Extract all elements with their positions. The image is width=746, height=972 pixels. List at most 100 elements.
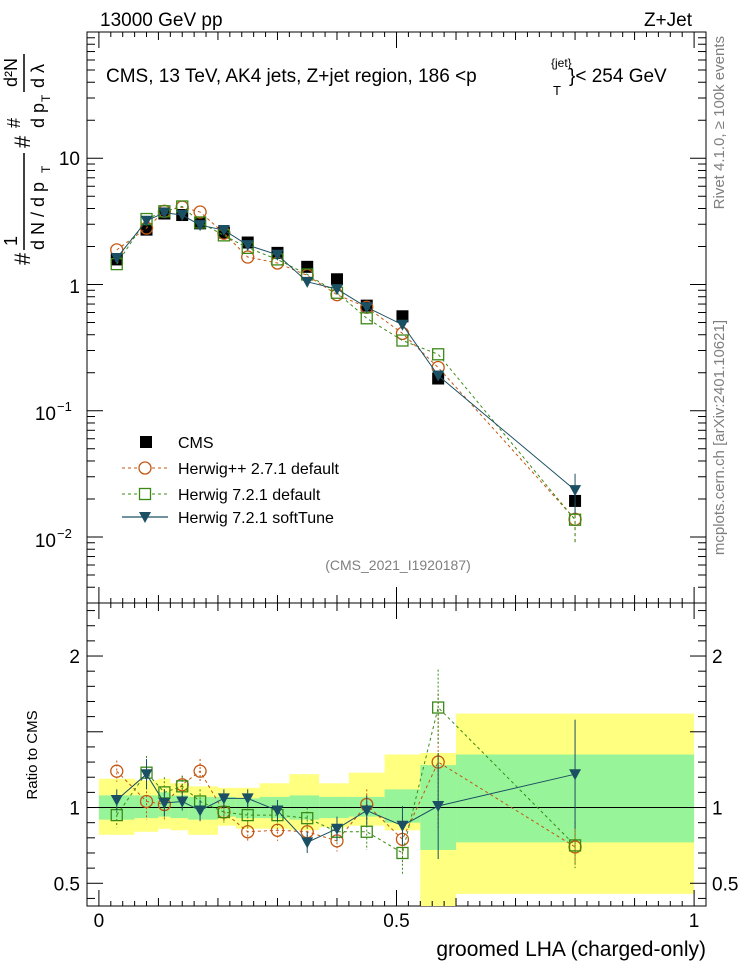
main-series-line	[116, 206, 576, 520]
ratio-point	[176, 796, 189, 808]
svg-text:Herwig++ 2.7.1 default: Herwig++ 2.7.1 default	[178, 461, 340, 478]
y-tick-exp-0.01: −2	[57, 526, 72, 541]
ratio-point	[241, 825, 255, 839]
ratio-point	[217, 793, 230, 805]
main-point	[396, 319, 409, 331]
ratio-tick-labels: 0.5 0.5 1 1 2 2	[54, 647, 739, 895]
ratio-point	[140, 769, 153, 781]
svg-text:Herwig 7.2.1 default: Herwig 7.2.1 default	[178, 487, 321, 504]
ratio-point	[176, 780, 189, 793]
main-point	[330, 284, 343, 296]
main-point	[217, 225, 230, 237]
rivet-label: Rivet 4.1.0, ≥ 100k events	[711, 36, 728, 209]
ratio-point	[241, 793, 254, 805]
ratio-series-line	[116, 761, 576, 848]
svg-text:d λ: d λ	[28, 64, 48, 88]
y-tick-label-10: 10	[59, 149, 80, 170]
legend-entry-cms: CMS	[140, 435, 214, 452]
ratio-point	[432, 701, 445, 714]
axis-ticks	[87, 32, 706, 906]
y-tick-label-1: 1	[69, 277, 80, 298]
main-point	[193, 205, 207, 219]
plot-title-sup: {jet}	[551, 56, 572, 70]
main-point	[158, 207, 171, 219]
main-y-axis-label: # 1 d N / d p T # # d p T d λ d²N	[1, 54, 53, 265]
svg-text:T: T	[39, 94, 53, 102]
main-point	[271, 249, 284, 261]
ratio-point	[110, 794, 123, 806]
legend: CMS Herwig++ 2.7.1 default Herwig 7.2.1 …	[122, 435, 340, 527]
ratio-tick-label-left: 1	[69, 799, 80, 820]
main-point	[176, 210, 189, 222]
ratio-tick-label-left: 2	[69, 647, 80, 668]
legend-marker-herwig7-default	[138, 487, 152, 501]
ratio-point	[271, 805, 284, 817]
ratio-point	[301, 811, 314, 825]
ratio-point	[241, 808, 254, 822]
mcplots-label: mcplots.cern.ch [arXiv:2401.10621]	[711, 320, 728, 555]
svg-text:1: 1	[1, 236, 21, 246]
plot-title-sub: T	[553, 83, 561, 98]
svg-text:d N / d p: d N / d p	[28, 182, 48, 250]
main-series-3	[110, 207, 582, 514]
svg-text:CMS: CMS	[178, 435, 214, 452]
ratio-tick-label-right: 2	[712, 647, 723, 668]
y-tick-exp-0.1: −1	[57, 399, 72, 414]
plot-title: CMS, 13 TeV, AK4 jets, Z+jet region, 186…	[106, 66, 477, 87]
main-point	[194, 220, 207, 232]
ratio-band-green	[134, 795, 159, 819]
main-point	[110, 253, 123, 265]
analysis-id: (CMS_2021_I1920187)	[325, 557, 471, 573]
ratio-point	[432, 801, 445, 813]
ratio-point	[139, 794, 154, 809]
svg-text:#: #	[10, 252, 35, 265]
ratio-point	[301, 837, 314, 849]
main-point	[432, 370, 445, 382]
main-point	[301, 276, 314, 288]
ratio-point	[568, 839, 582, 852]
y-tick-label-0.01: 10	[35, 531, 56, 552]
legend-marker-herwigpp	[138, 461, 152, 475]
main-point	[432, 348, 445, 361]
ratio-y-axis-label: Ratio to CMS	[24, 710, 41, 799]
main-point	[140, 215, 153, 227]
header-left-label: 13000 GeV pp	[100, 10, 223, 31]
ratio-point	[360, 825, 373, 838]
legend-entry-herwig7-softtune: Herwig 7.2.1 softTune	[122, 510, 334, 527]
header-right-label: Z+Jet	[644, 10, 693, 31]
main-point	[396, 334, 409, 347]
y-tick-label-0.1: 10	[35, 404, 56, 425]
x-tick-label: 0.5	[383, 911, 409, 932]
main-point	[568, 513, 582, 526]
plot-title-end: }< 254 GeV	[569, 66, 667, 87]
legend-marker-cms	[140, 436, 152, 448]
ratio-series-2	[110, 719, 582, 860]
ratio-point	[110, 764, 124, 778]
main-point	[569, 485, 582, 497]
ratio-point	[194, 805, 207, 817]
svg-text:Herwig 7.2.1 softTune: Herwig 7.2.1 softTune	[178, 510, 334, 527]
main-point	[396, 310, 409, 323]
main-point	[360, 302, 373, 314]
ratio-point	[330, 823, 343, 835]
x-tick-labels: 0 0.5 1	[94, 911, 700, 932]
ratio-point	[569, 769, 582, 781]
x-tick-label: 0	[94, 911, 105, 932]
svg-text:T: T	[39, 165, 53, 173]
svg-text:#: #	[10, 135, 35, 148]
main-series-layer	[110, 200, 582, 544]
ratio-tick-label-right: 0.5	[712, 874, 738, 895]
legend-entry-herwigpp: Herwig++ 2.7.1 default	[122, 461, 340, 478]
ratio-tick-label-right: 1	[712, 799, 723, 820]
ratio-point	[158, 797, 171, 809]
ratio-point	[193, 764, 207, 778]
legend-marker-herwig7-softtune	[139, 512, 151, 523]
main-point	[241, 240, 254, 252]
x-axis-label: groomed LHA (charged-only)	[436, 938, 706, 961]
ratio-series-layer	[110, 669, 582, 875]
ratio-point	[396, 846, 409, 860]
main-point	[330, 273, 343, 286]
svg-text:d²N: d²N	[1, 58, 21, 87]
ratio-point	[270, 823, 285, 837]
